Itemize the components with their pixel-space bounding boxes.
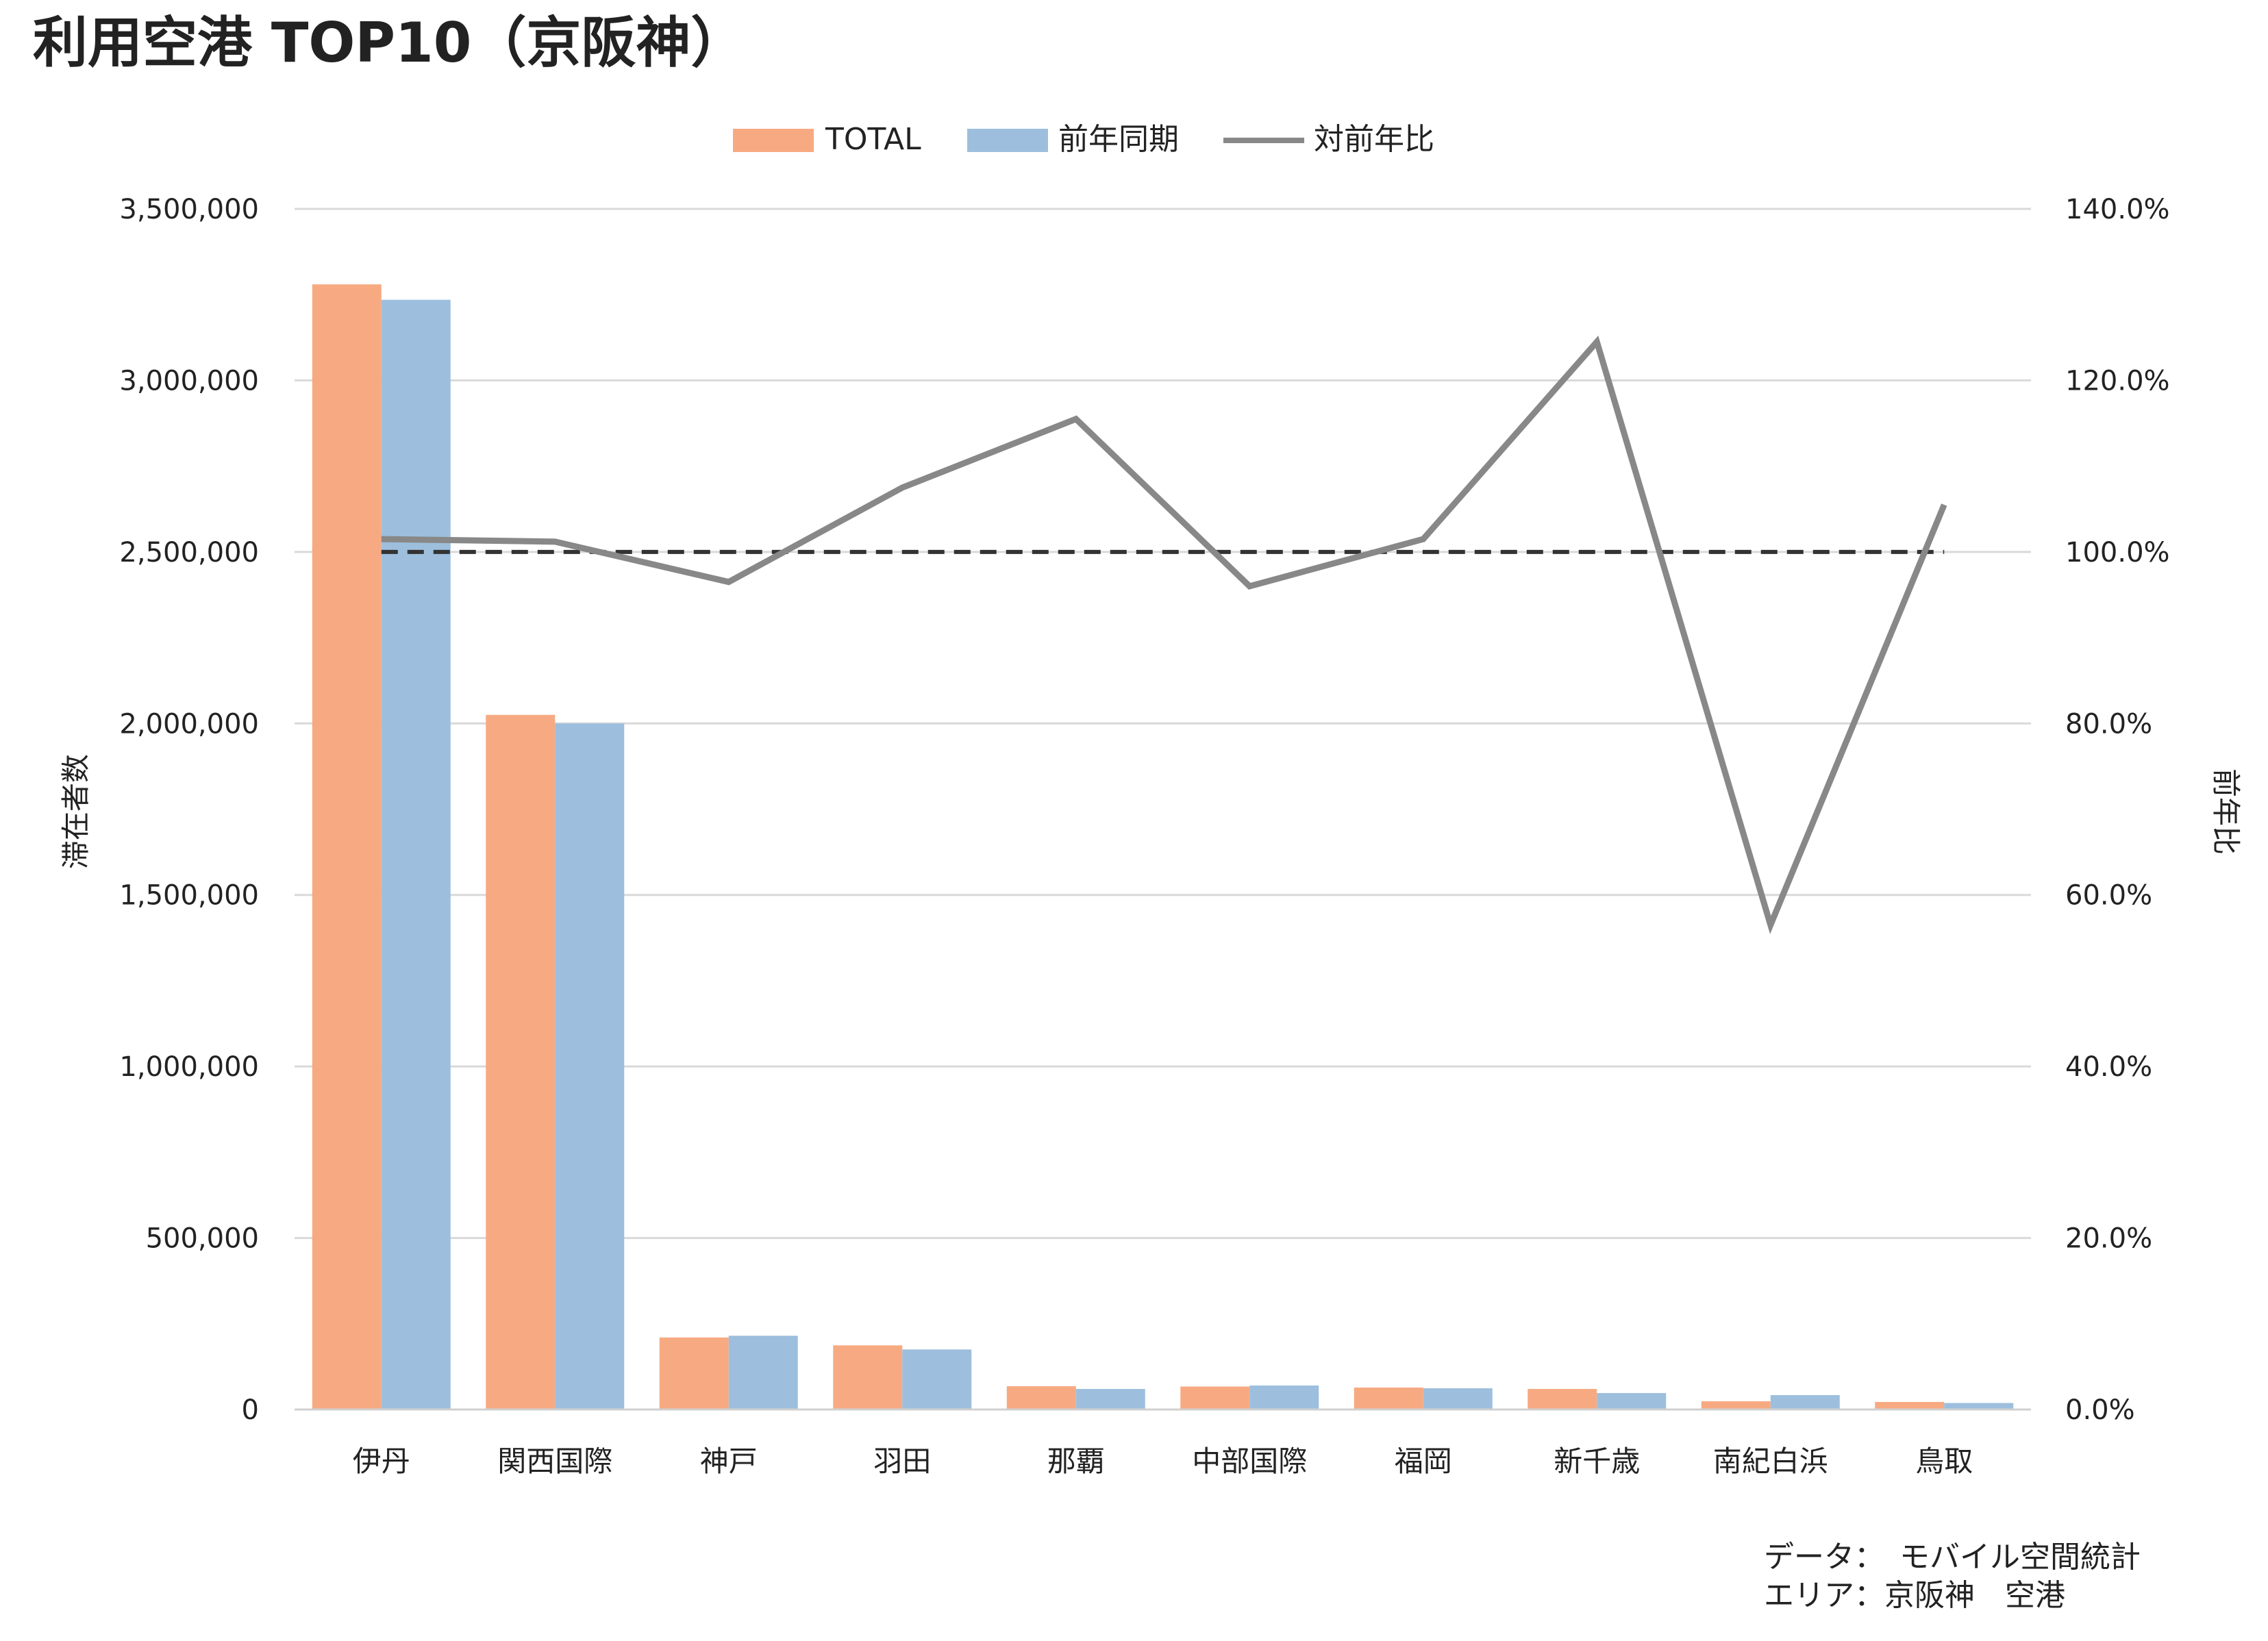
y-tick-label: 1,500,000 — [119, 880, 259, 912]
bar-prev-year — [381, 299, 451, 1410]
bar-prev-year — [728, 1336, 798, 1410]
bar-total — [1875, 1401, 1945, 1410]
y-tick-label: 2,000,000 — [119, 708, 259, 740]
legend-swatch-total — [733, 129, 814, 152]
y-axis-label: 滞在者数 — [59, 754, 92, 869]
y-axis-ticks: 0 500,000 1,000,000 1,500,000 2,000,000 2,500… — [119, 194, 259, 1426]
bar-total — [659, 1337, 729, 1410]
x-tick-label: 鳥取 — [1915, 1444, 1973, 1478]
bar-total — [312, 284, 382, 1410]
y-tick-label: 500,000 — [146, 1223, 259, 1255]
bars — [312, 284, 2014, 1410]
bar-prev-year — [1075, 1388, 1145, 1410]
y2-tick-label: 60.0% — [2065, 880, 2152, 912]
x-tick-label: 中部国際 — [1192, 1444, 1307, 1478]
bar-prev-year — [555, 723, 625, 1410]
y-tick-label: 0 — [242, 1394, 259, 1426]
legend-label-prev: 前年同期 — [1058, 122, 1179, 157]
bar-prev-year — [1423, 1388, 1493, 1410]
y2-axis-ticks: 0.0% 20.0% 40.0% 60.0% 80.0% 100.0% 120.0% 140.… — [2065, 194, 2170, 1426]
y2-axis-label: 前年比 — [2209, 768, 2243, 855]
y-tick-label: 2,500,000 — [119, 537, 259, 568]
bar-prev-year — [902, 1349, 972, 1410]
ratio-line-group — [381, 336, 1947, 934]
legend-label-ratio: 対前年比 — [1314, 122, 1434, 157]
x-tick-label: 羽田 — [873, 1444, 931, 1478]
y-tick-label: 1,000,000 — [119, 1051, 259, 1083]
bar-total — [833, 1345, 903, 1410]
bar-total — [1354, 1387, 1423, 1410]
chart-title: 利用空港 TOP10（京阪神） — [33, 11, 745, 75]
y-tick-label: 3,500,000 — [119, 194, 259, 225]
bar-prev-year — [1597, 1392, 1667, 1410]
bar-total — [1006, 1386, 1076, 1410]
bar-prev-year — [1249, 1385, 1319, 1410]
y-tick-label: 3,000,000 — [119, 365, 259, 397]
bar-total — [486, 714, 556, 1410]
x-tick-label: 新千歳 — [1554, 1444, 1640, 1478]
legend: TOTAL 前年同期 対前年比 — [733, 122, 1434, 157]
source-area-line: エリア：京阪神 空港 — [1764, 1578, 2065, 1613]
ratio-line — [381, 336, 1947, 934]
bar-total — [1528, 1388, 1597, 1410]
legend-swatch-prev — [967, 129, 1048, 152]
y2-tick-label: 100.0% — [2065, 537, 2170, 568]
bar-total — [1180, 1386, 1250, 1410]
x-tick-label: 伊丹 — [353, 1444, 410, 1478]
x-tick-label: 神戸 — [700, 1444, 758, 1478]
bar-prev-year — [1770, 1394, 1840, 1410]
y2-tick-label: 40.0% — [2065, 1051, 2152, 1083]
y2-tick-label: 140.0% — [2065, 194, 2170, 225]
legend-label-total: TOTAL — [825, 122, 921, 157]
x-tick-label: 南紀白浜 — [1713, 1444, 1828, 1478]
bar-total — [1701, 1401, 1771, 1410]
y2-tick-label: 0.0% — [2065, 1394, 2135, 1426]
source-data-line: データ： モバイル空間統計 — [1764, 1540, 2141, 1575]
x-tick-label: 福岡 — [1395, 1444, 1452, 1478]
bar-prev-year — [1944, 1403, 2014, 1410]
x-tick-label: 関西国際 — [497, 1444, 612, 1478]
y2-tick-label: 80.0% — [2065, 708, 2152, 740]
x-tick-label: 那覇 — [1047, 1444, 1105, 1478]
y2-tick-label: 20.0% — [2065, 1223, 2152, 1255]
category-labels: 伊丹 関西国際 神戸 羽田 那覇 中部国際 福岡 新千歳 南紀白浜 鳥取 — [353, 1444, 1973, 1478]
y2-tick-label: 120.0% — [2065, 365, 2170, 397]
